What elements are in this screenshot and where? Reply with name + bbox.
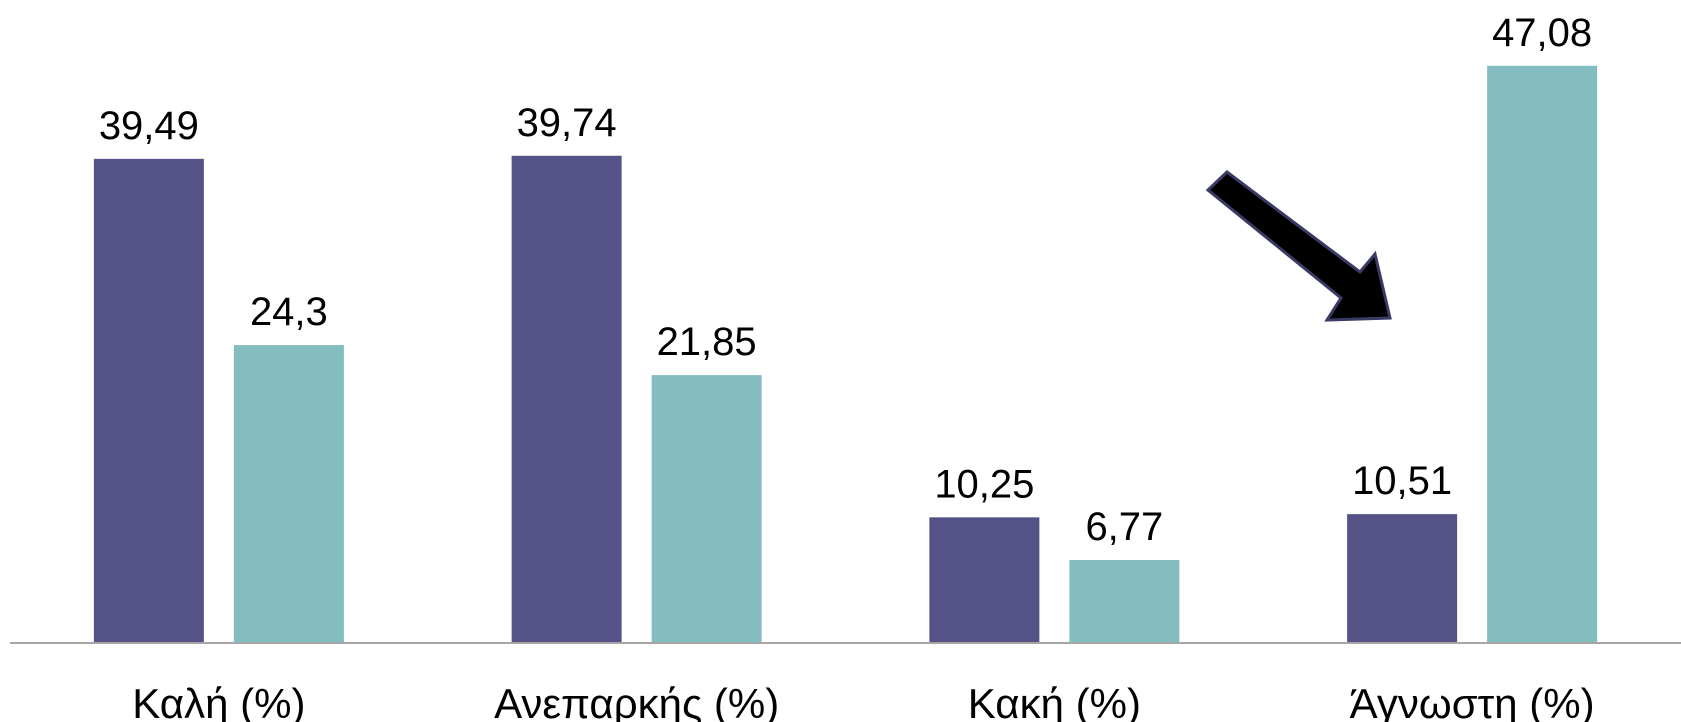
x-tick-label: Άγνωστη (%) <box>1350 680 1595 722</box>
value-label: 6,77 <box>1085 505 1163 549</box>
value-label: 21,85 <box>657 320 757 364</box>
bar <box>511 155 622 643</box>
value-label: 39,49 <box>99 104 199 148</box>
x-tick-label: Ανεπαρκής (%) <box>494 680 779 722</box>
bar <box>233 345 344 643</box>
x-tick-label: Κακή (%) <box>968 680 1141 722</box>
value-label: 10,51 <box>1352 459 1452 503</box>
bar <box>1069 559 1180 643</box>
x-tick-label: Καλή (%) <box>132 680 305 722</box>
value-label: 39,74 <box>517 101 617 145</box>
bar <box>1347 514 1458 643</box>
bar <box>1487 65 1598 644</box>
value-label: 47,08 <box>1492 11 1592 55</box>
value-label: 10,25 <box>934 462 1034 506</box>
arrow <box>1205 170 1392 322</box>
value-label: 24,3 <box>250 290 328 334</box>
bar <box>929 517 1040 643</box>
bar <box>93 158 204 643</box>
bar <box>651 375 762 643</box>
